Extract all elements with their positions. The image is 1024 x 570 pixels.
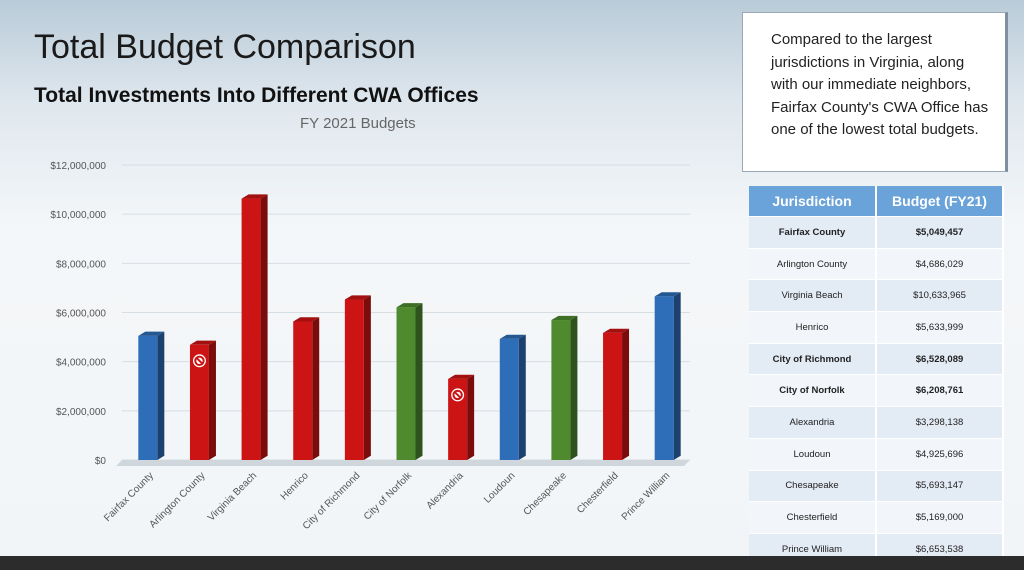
bar: [499, 338, 519, 460]
bar-chart: $0 $2,000,000 $4,000,000 $6,000,000 $8,000,0…: [50, 161, 690, 532]
bar: [241, 198, 261, 460]
bar-side: [518, 334, 526, 460]
cell-jurisdiction: Virginia Beach: [749, 279, 877, 312]
cell-jurisdiction: City of Richmond: [749, 342, 877, 375]
table-row: City of Richmond $6,528,089: [749, 342, 1004, 375]
y-tick-label: $12,000,000: [50, 161, 106, 172]
y-tick-label: $0: [95, 456, 107, 467]
cell-budget: $5,169,000: [876, 501, 1004, 534]
no-symbol-icon-slash: [195, 357, 204, 365]
bar: [396, 307, 416, 460]
table-row: City of Norfolk $6,208,761: [749, 374, 1004, 407]
table-row: Chesterfield $5,169,000: [749, 501, 1004, 534]
bar: [189, 344, 209, 460]
table-header-row: Jurisdiction Budget (FY21): [749, 186, 1004, 217]
y-tick-label: $2,000,000: [56, 407, 106, 418]
callout-box: Compared to the largest jurisdictions in…: [742, 12, 1008, 172]
bar: [603, 332, 623, 460]
bar: [138, 335, 158, 460]
bar: [293, 321, 313, 460]
cell-budget: $5,693,147: [876, 469, 1004, 502]
cell-jurisdiction: City of Norfolk: [749, 374, 877, 407]
x-tick-label: Virginia Beach: [206, 470, 259, 523]
y-tick-label: $10,000,000: [50, 210, 106, 221]
slide-subtitle: Total Investments Into Different CWA Off…: [34, 84, 479, 107]
bar-side: [157, 331, 165, 460]
cell-jurisdiction: Henrico: [749, 311, 877, 344]
bar: [654, 296, 674, 460]
bar-top: [603, 328, 630, 333]
cell-jurisdiction: Loudoun: [749, 437, 877, 470]
table-row: Fairfax County $5,049,457: [749, 216, 1004, 249]
bar-top: [448, 374, 475, 379]
cell-budget: $4,925,696: [876, 437, 1004, 470]
slide-title: Total Budget Comparison: [34, 28, 416, 66]
bar-top: [241, 194, 268, 199]
bar-top: [293, 317, 320, 322]
header-budget: Budget (FY21): [876, 186, 1004, 217]
bar-side: [415, 303, 423, 460]
bar-top: [396, 303, 423, 308]
x-tick-label: Fairfax County: [102, 470, 156, 524]
cell-budget: $6,528,089: [876, 342, 1004, 375]
no-symbol-icon-slash: [453, 391, 462, 399]
table-row: Chesapeake $5,693,147: [749, 469, 1004, 502]
table-row: Arlington County $4,686,029: [749, 247, 1004, 280]
bar-top: [189, 340, 216, 345]
header-jurisdiction: Jurisdiction: [749, 186, 877, 217]
bar-side: [363, 295, 371, 460]
no-symbol-icon-ring: [194, 355, 205, 367]
cell-jurisdiction: Alexandria: [749, 406, 877, 439]
bar-side: [260, 194, 268, 460]
x-tick-label: Henrico: [279, 470, 311, 502]
x-tick-label: Arlington County: [148, 470, 208, 530]
bar-top: [138, 331, 165, 336]
x-tick-label: Alexandria: [425, 470, 466, 511]
bottom-bar: [0, 556, 1024, 570]
callout-text: Compared to the largest jurisdictions in…: [771, 31, 989, 138]
x-tick-label: City of Richmond: [301, 470, 363, 532]
chart-title: FY 2021 Budgets: [300, 115, 416, 132]
x-tick-label: Prince William: [620, 470, 673, 523]
cell-jurisdiction: Chesterfield: [749, 501, 877, 534]
cell-budget: $5,633,999: [876, 311, 1004, 344]
bar: [344, 299, 364, 460]
cell-budget: $6,208,761: [876, 374, 1004, 407]
no-symbol-icon-ring: [452, 389, 463, 401]
table-row: Alexandria $3,298,138: [749, 406, 1004, 439]
bar-side: [208, 340, 216, 460]
chart-floor: [116, 460, 690, 466]
y-tick-label: $6,000,000: [56, 309, 106, 320]
bar-top: [551, 315, 578, 321]
bar: [551, 320, 571, 460]
x-tick-label: City of Norfolk: [362, 470, 415, 523]
budget-table: Jurisdiction Budget (FY21) Fairfax Count…: [749, 186, 1004, 565]
table-row: Loudoun $4,925,696: [749, 437, 1004, 470]
bar-side: [622, 328, 630, 460]
x-tick-label: Chesapeake: [522, 470, 570, 518]
y-tick-label: $4,000,000: [56, 358, 106, 369]
bar-side: [312, 317, 320, 460]
bar-side: [673, 292, 681, 460]
cell-jurisdiction: Arlington County: [749, 247, 877, 280]
bar-side: [467, 374, 475, 460]
cell-budget: $3,298,138: [876, 406, 1004, 439]
bar-side: [570, 315, 578, 460]
x-tick-label: Chesterfield: [575, 470, 621, 516]
table-row: Virginia Beach $10,633,965: [749, 279, 1004, 312]
cell-budget: $10,633,965: [876, 279, 1004, 312]
table-row: Henrico $5,633,999: [749, 311, 1004, 344]
cell-budget: $4,686,029: [876, 247, 1004, 280]
cell-jurisdiction: Chesapeake: [749, 469, 877, 502]
x-tick-label: Loudoun: [482, 470, 517, 505]
bar-top: [499, 334, 526, 339]
cell-jurisdiction: Fairfax County: [749, 216, 877, 249]
bar-top: [654, 292, 681, 297]
y-tick-label: $8,000,000: [56, 259, 106, 270]
bar-top: [344, 295, 371, 300]
cell-budget: $5,049,457: [876, 216, 1004, 249]
